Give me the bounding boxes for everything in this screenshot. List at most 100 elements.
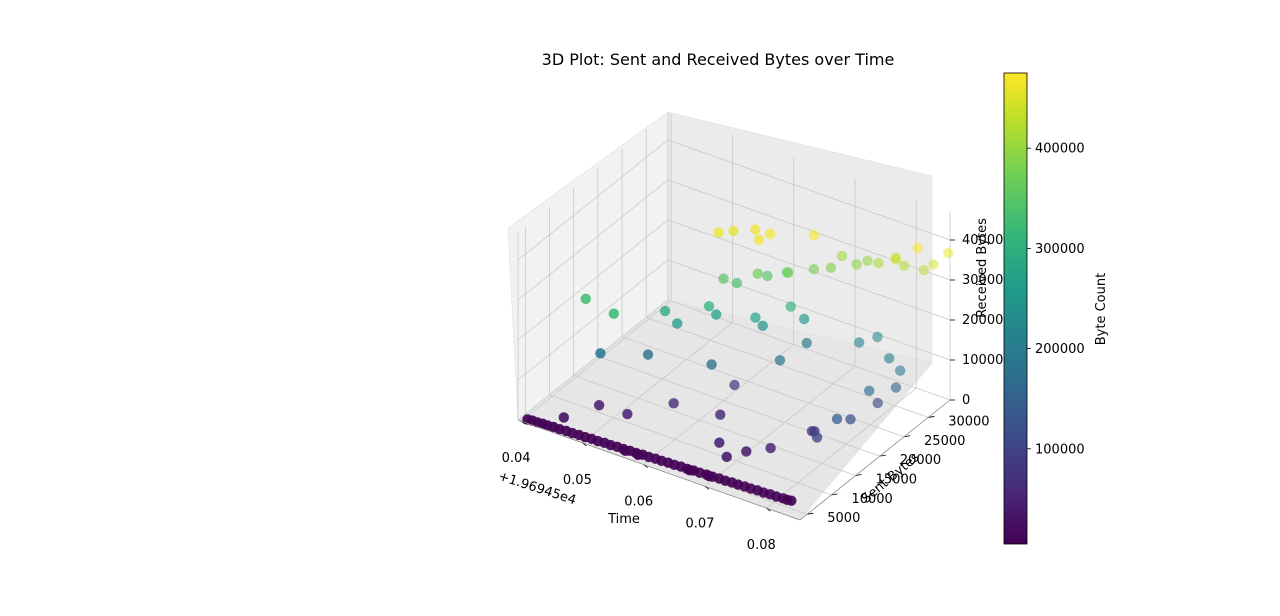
scatter-point (567, 427, 578, 439)
scatter-point (668, 398, 679, 409)
colorbar-label: Byte Count (1094, 273, 1109, 345)
y-tick-label: 5000 (827, 511, 860, 526)
y-tick-mark (928, 416, 935, 418)
scatter-point (753, 234, 765, 245)
scatter-point (836, 250, 848, 262)
scatter-point (720, 475, 731, 486)
scatter-point (620, 445, 631, 457)
scatter-point (943, 247, 954, 259)
x-tick-label: 0.05 (563, 473, 592, 488)
scatter-point (762, 270, 773, 282)
scatter-point (781, 494, 793, 506)
scatter-point (872, 397, 883, 409)
scatter-point (873, 257, 884, 269)
scatter-point (595, 348, 606, 359)
scatter-point (811, 432, 823, 443)
scatter-point (711, 309, 722, 320)
x-tick-label: 0.08 (747, 538, 776, 553)
scatter-point (851, 259, 862, 270)
scatter-point (898, 260, 910, 271)
scatter-point (579, 431, 591, 443)
scatter-point (912, 242, 923, 254)
z-tick-label: 100000 (962, 353, 1012, 368)
x-axis-line (517, 419, 801, 521)
scatter-point (714, 437, 725, 448)
scatter-point (703, 470, 715, 482)
scatter-point (765, 442, 776, 454)
scatter-point (808, 230, 820, 241)
scatter-point (656, 455, 667, 467)
colorbar-tick-label: 400000 (1035, 142, 1085, 157)
z-tick-label: 400000 (962, 233, 1012, 248)
scatter-point (643, 451, 655, 463)
scatter-point (684, 465, 695, 476)
scatter-point (782, 267, 794, 278)
z-tick-label: 0 (962, 393, 970, 408)
y-tick-label: 10000 (851, 492, 892, 507)
scatter-point (741, 446, 752, 457)
scatter-point (757, 320, 768, 332)
y-tick-label: 15000 (876, 472, 917, 487)
colorbar (1003, 72, 1028, 545)
scatter-point (918, 265, 929, 276)
axis-ticks: 0.04 0.05 0.06 0.07 0.08 5000 10000 15000 20000 2… (502, 233, 1012, 553)
scatter-point (863, 385, 875, 396)
scatter-point (659, 305, 671, 317)
y-tick-mark (903, 435, 911, 438)
scatter-point (542, 420, 553, 431)
scatter-point (750, 224, 761, 235)
z-tick-label: 200000 (962, 313, 1012, 328)
chart-title: 3D Plot: Sent and Received Bytes over Ti… (542, 50, 895, 69)
scatter-point (703, 301, 715, 312)
colorbar-tick-label: 100000 (1035, 442, 1085, 457)
scatter-point (608, 308, 620, 319)
scatter-point (883, 353, 895, 364)
scatter-point (764, 228, 776, 240)
y-tick-mark (879, 454, 886, 457)
y-tick-label: 20000 (900, 453, 941, 468)
scatter-point (825, 262, 837, 273)
scatter-point (853, 337, 865, 348)
scatter-point (731, 277, 743, 289)
scatter-point (580, 293, 591, 305)
scatter-point (592, 435, 604, 447)
z-tick-label: 300000 (962, 273, 1012, 288)
scatter-point (706, 359, 717, 370)
scatter-point (642, 349, 654, 360)
scatter-point (732, 479, 744, 490)
scatter-point (531, 417, 543, 428)
scatter-point (808, 264, 820, 275)
y-tick-label: 30000 (948, 414, 989, 429)
scatter-point (605, 439, 616, 451)
y-tick-mark (831, 493, 838, 496)
y-tick-label: 25000 (924, 434, 965, 449)
scatter-point (632, 449, 644, 460)
scatter-point (798, 313, 810, 325)
scatter-point (593, 400, 605, 411)
colorbar-ticks: 100000 200000 300000 400000 (1027, 142, 1085, 457)
grid-lines (517, 112, 951, 515)
scatter-point (752, 268, 763, 279)
colorbar-tick-label: 200000 (1035, 342, 1085, 357)
scatter-point (728, 225, 739, 237)
x-axis-label: Time (607, 512, 640, 527)
scatter-point (750, 312, 761, 323)
y-tick-mark (855, 474, 862, 476)
z-axis-label: Received Bytes (975, 218, 990, 318)
scatter-point (622, 408, 633, 420)
scatter-point (729, 379, 740, 391)
scatter-point (669, 459, 680, 471)
scatter-point (672, 318, 683, 329)
scatter-point (872, 331, 883, 343)
scatter-points (522, 224, 954, 506)
scatter-point (928, 259, 939, 270)
y-axis-line (799, 399, 951, 521)
x-tick-label: 0.04 (502, 451, 531, 466)
x-tick-label: 0.06 (624, 495, 653, 510)
scatter-point (715, 409, 726, 420)
scatter-point (801, 337, 812, 349)
scatter-point (862, 255, 873, 266)
y-tick-mark (807, 512, 814, 515)
scatter-point (845, 414, 856, 425)
